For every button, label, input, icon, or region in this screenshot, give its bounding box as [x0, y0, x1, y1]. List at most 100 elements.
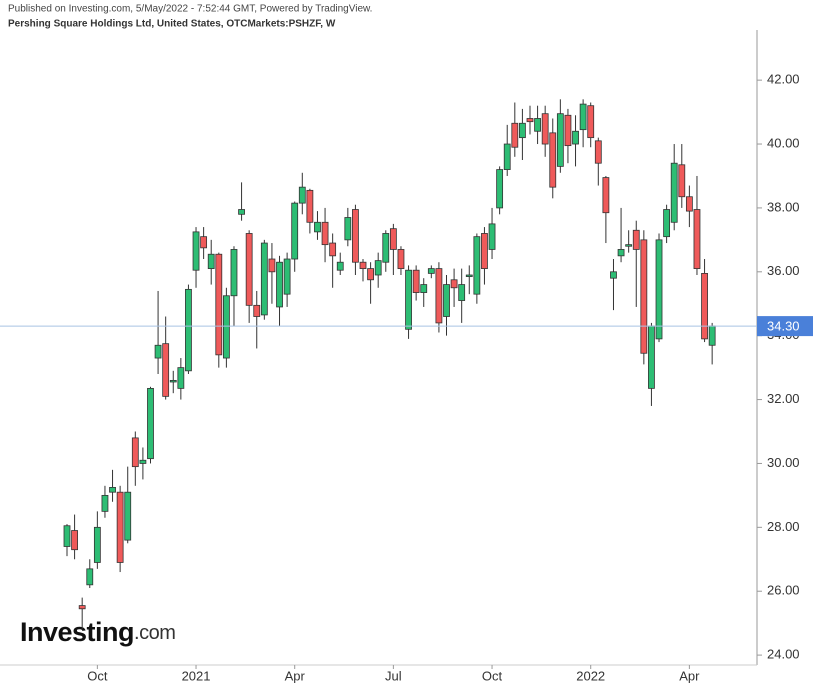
candle-body — [276, 261, 283, 308]
candle-body — [625, 244, 633, 247]
y-tick-label: 30.00 — [767, 455, 800, 470]
candle-body — [617, 249, 625, 257]
x-tick-label: Oct — [87, 668, 108, 683]
candle-body — [427, 268, 435, 274]
candle-body — [405, 269, 412, 330]
logo-name-text: Investing — [20, 617, 134, 647]
candle-body — [519, 122, 526, 139]
last-price-box — [757, 316, 813, 337]
candle-body — [526, 118, 534, 123]
candle-body — [71, 530, 78, 551]
candle-body — [481, 233, 488, 270]
candle-body — [397, 249, 405, 270]
candle-body — [124, 491, 132, 541]
candle-body — [207, 253, 215, 270]
candle-body — [374, 260, 382, 276]
candle-body — [602, 177, 610, 214]
candle-body — [648, 325, 655, 389]
candle-body — [314, 221, 321, 233]
y-tick-label: 36.00 — [767, 263, 800, 278]
last-price-label: 34.30 — [767, 319, 800, 334]
candle-body — [685, 196, 693, 212]
candle-body — [200, 236, 208, 249]
candle-body — [382, 233, 390, 263]
x-tick-label: 2021 — [182, 668, 211, 683]
candle-body — [329, 242, 337, 257]
candle-body — [352, 209, 359, 263]
x-tick-label: 2022 — [576, 668, 605, 683]
candle-body — [435, 268, 443, 324]
candle-body — [101, 494, 109, 512]
candle-body — [503, 143, 511, 170]
candle-body — [488, 223, 496, 250]
candle-body — [260, 242, 268, 316]
logo-suffix: .com — [134, 622, 175, 644]
candle-body — [587, 105, 595, 139]
candle-body — [708, 325, 716, 346]
candle-body — [549, 132, 557, 188]
candle-body — [541, 113, 549, 145]
candle-body — [594, 140, 602, 164]
candle-body — [443, 284, 450, 317]
logo: Investing.com — [20, 617, 176, 647]
candle-body — [147, 387, 154, 460]
candle-body — [678, 164, 686, 198]
candle-body — [632, 229, 640, 250]
y-tick-label: 32.00 — [767, 391, 800, 406]
y-tick-label: 42.00 — [767, 72, 800, 87]
candle-body — [139, 459, 147, 464]
candle-body — [336, 261, 344, 271]
candle-body — [162, 343, 170, 397]
candle-body — [291, 202, 299, 260]
candle-body — [131, 437, 139, 468]
candle-body — [534, 118, 541, 132]
candle-body — [473, 236, 481, 295]
candle-body — [306, 189, 314, 223]
candle-body — [169, 379, 177, 383]
logo-name: Investing.com — [20, 617, 175, 647]
candle-body — [253, 304, 261, 317]
x-tick-label: Jul — [385, 668, 402, 683]
candle-body — [78, 605, 86, 610]
x-tick-label: Apr — [679, 668, 700, 683]
candle-body — [321, 221, 329, 246]
candle-body — [511, 122, 519, 148]
candle-body — [420, 284, 428, 293]
published-note: Published on Investing.com, 5/May/2022 -… — [8, 4, 372, 15]
x-tick-label: Apr — [285, 668, 306, 683]
candle-body — [177, 367, 185, 389]
candle-body — [556, 113, 564, 167]
candle-body — [230, 249, 238, 297]
candle-body — [465, 274, 473, 277]
candle-body — [564, 114, 572, 147]
candle-body — [222, 295, 230, 359]
candle-body — [670, 162, 678, 223]
y-tick-label: 40.00 — [767, 135, 800, 150]
candle-body — [701, 272, 708, 340]
chart-title: Pershing Square Holdings Ltd, United Sta… — [8, 19, 336, 30]
x-tick-label: Oct — [482, 668, 503, 683]
candle-body — [268, 258, 276, 273]
candle-body — [412, 269, 420, 293]
candle-body — [458, 284, 466, 301]
candle-body — [185, 288, 192, 372]
candle-body — [63, 525, 71, 547]
candle-body — [215, 253, 223, 356]
candle-body — [640, 239, 648, 354]
candle-body — [663, 209, 671, 238]
candle-body — [655, 239, 663, 340]
candle-body — [298, 186, 306, 204]
candle-body — [86, 568, 94, 586]
y-tick-label: 24.00 — [767, 647, 800, 662]
candle-body — [93, 526, 101, 563]
candle-body — [610, 271, 617, 279]
candle-body — [572, 130, 579, 145]
y-tick-label: 26.00 — [767, 583, 800, 598]
candle-body — [283, 258, 291, 295]
candle-body — [192, 231, 200, 271]
candle-body — [579, 103, 587, 131]
candle-body — [367, 268, 375, 281]
candle-body — [389, 228, 397, 250]
candle-body — [109, 487, 116, 493]
candle-body — [245, 233, 253, 306]
